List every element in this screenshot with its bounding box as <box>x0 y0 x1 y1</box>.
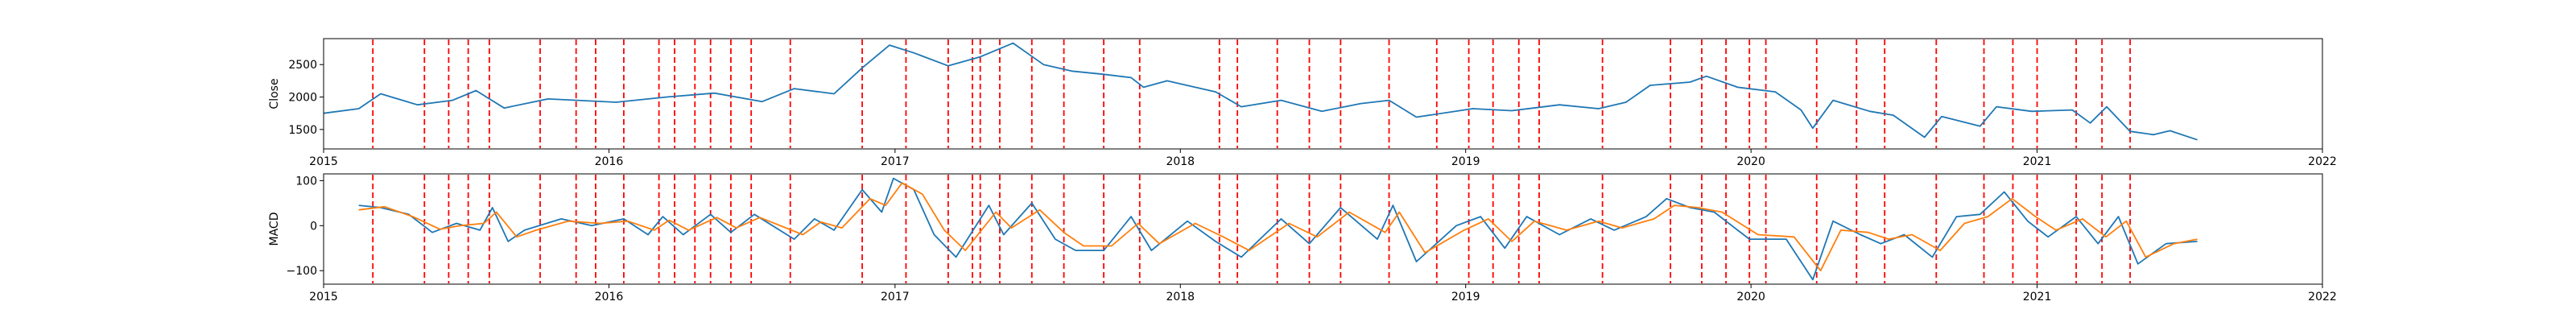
macd-x-tick-label-6: 2021 <box>2023 291 2052 303</box>
macd-x-tick-label-1: 2016 <box>595 291 624 303</box>
macd-x-tick-label-7: 2022 <box>2308 291 2337 303</box>
close-x-tick-label-2: 2017 <box>881 155 910 168</box>
close-series-group <box>323 42 2198 141</box>
close-x-tick-label-0: 2015 <box>309 155 338 168</box>
macd-y-axis: −100 0 100 <box>287 175 324 278</box>
macd-series-group <box>358 177 2198 281</box>
close-price-panel: 2015 2016 2017 2018 2019 2020 2021 2022 1500 200… <box>268 38 2337 168</box>
close-x-axis: 2015 2016 2017 2018 2019 2020 2021 2022 <box>309 149 2337 168</box>
macd-series-line-1 <box>358 182 2198 272</box>
close-axes-frame <box>323 38 2323 150</box>
macd-event-lines <box>372 175 2132 283</box>
close-y-tick-label-0: 1500 <box>288 124 317 137</box>
close-y-tick-label-1: 2000 <box>288 92 317 105</box>
close-y-tick-label-2: 2500 <box>288 59 317 72</box>
macd-x-axis: 2015 2016 2017 2018 2019 2020 2021 2022 <box>309 284 2337 303</box>
macd-axes-frame <box>323 173 2323 285</box>
macd-x-tick-label-4: 2019 <box>1451 291 1480 303</box>
macd-y-axis-label: MACD <box>268 213 281 246</box>
macd-x-tick-label-5: 2020 <box>1736 291 1765 303</box>
close-x-tick-label-7: 2022 <box>2308 155 2337 168</box>
close-y-axis-label: Close <box>268 78 281 109</box>
close-y-axis: 1500 2000 2500 <box>288 59 324 137</box>
close-series-line-0 <box>323 42 2198 141</box>
macd-y-tick-label-1: 0 <box>310 220 317 233</box>
close-x-tick-label-3: 2018 <box>1166 155 1195 168</box>
macd-x-tick-label-3: 2018 <box>1166 291 1195 303</box>
macd-y-tick-label-2: 100 <box>295 175 317 188</box>
macd-y-tick-label-0: −100 <box>287 265 317 278</box>
macd-panel: 2015 2016 2017 2018 2019 2020 2021 2022 −100 0 10… <box>268 173 2337 303</box>
macd-x-tick-label-0: 2015 <box>309 291 338 303</box>
macd-series-line-0 <box>358 177 2198 281</box>
macd-x-tick-label-2: 2017 <box>881 291 910 303</box>
close-x-tick-label-6: 2021 <box>2023 155 2052 168</box>
close-x-tick-label-4: 2019 <box>1451 155 1480 168</box>
close-x-tick-label-1: 2016 <box>595 155 624 168</box>
close-x-tick-label-5: 2020 <box>1736 155 1765 168</box>
